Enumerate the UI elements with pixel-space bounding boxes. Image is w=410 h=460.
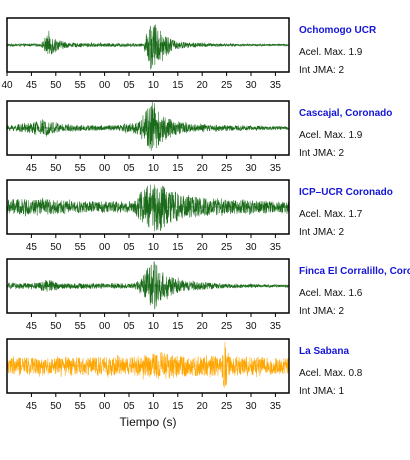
jma-intensity: Int JMA: 2 [299,65,344,76]
x-axis-label: Tiempo (s) [120,415,177,429]
tick-label: 05 [123,163,135,174]
tick-label: 35 [270,321,282,332]
tick-label: 50 [50,401,62,412]
station-name: Finca El Corralillo, Coronado [299,266,410,277]
tick-label: 50 [50,80,62,91]
tick-label: 50 [50,321,62,332]
tick-label: 35 [270,163,282,174]
tick-label: 05 [123,80,135,91]
tick-label: 20 [197,321,209,332]
station-name: La Sabana [299,346,349,357]
tick-label: 05 [123,321,135,332]
tick-label: 30 [245,321,257,332]
waveform-4 [6,261,290,310]
panel-3: 45 50 55 00 05 10 15 20 25 30 35 ICP–UCR Coronado Ac… [6,179,393,253]
tick-label: 45 [26,401,38,412]
tick-label: 30 [245,80,257,91]
tick-label: 50 [50,163,62,174]
tick-label: 05 [123,401,135,412]
panel-2: 45 50 55 00 05 10 15 20 25 30 35 Cascajal, Coronado… [6,100,392,174]
tick-label: 40 [1,80,13,91]
tick-label: 35 [270,401,282,412]
tick-label: 00 [99,163,111,174]
tick-label: 15 [172,321,184,332]
tick-label: 10 [148,80,160,91]
tick-label: 00 [99,401,111,412]
tick-label: 20 [197,163,209,174]
tick-label: 00 [99,80,111,91]
tick-label: 45 [26,321,38,332]
tick-label: 30 [245,401,257,412]
tick-label: 05 [123,242,135,253]
max-acceleration: Acel. Max. 1.9 [299,130,363,141]
tick-label: 35 [270,80,282,91]
tick-label: 50 [50,242,62,253]
tick-label: 00 [99,321,111,332]
frame-1 [6,17,290,73]
tick-label: 10 [148,321,160,332]
tick-label: 15 [172,401,184,412]
tick-label: 25 [221,321,233,332]
tick-label: 20 [197,401,209,412]
tick-label: 20 [197,80,209,91]
tick-label: 35 [270,242,282,253]
tick-label: 45 [26,163,38,174]
waveform-3 [6,184,290,232]
jma-intensity: Int JMA: 2 [299,148,344,159]
frame-4 [6,258,290,314]
tick-label: 25 [221,242,233,253]
tick-label: 10 [148,401,160,412]
tick-label: 25 [221,80,233,91]
tick-label: 15 [172,242,184,253]
jma-intensity: Int JMA: 1 [299,386,344,397]
max-acceleration: Acel. Max. 1.6 [299,288,363,299]
tick-label: 25 [221,163,233,174]
waveform-5 [6,341,290,389]
tick-label: 45 [26,242,38,253]
tick-label: 15 [172,163,184,174]
tick-label: 25 [221,401,233,412]
waveform-2 [6,101,290,151]
tick-label: 30 [245,242,257,253]
tick-label: 20 [197,242,209,253]
tick-label: 00 [99,242,111,253]
panel-1: 40 45 50 55 00 05 10 15 20 25 30 35 Ochomogo UCR Acel… [1,17,377,91]
station-name: Ochomogo UCR [299,25,377,36]
jma-intensity: Int JMA: 2 [299,227,344,238]
tick-label: 45 [26,80,38,91]
frame-5 [6,338,290,394]
max-acceleration: Acel. Max. 0.8 [299,368,363,379]
tick-label: 55 [75,163,87,174]
waveform-1 [6,24,290,70]
tick-label: 55 [75,80,87,91]
max-acceleration: Acel. Max. 1.9 [299,47,363,58]
jma-intensity: Int JMA: 2 [299,306,344,317]
tick-label: 10 [148,163,160,174]
tick-label: 55 [75,242,87,253]
tick-label: 55 [75,401,87,412]
tick-label: 30 [245,163,257,174]
station-name: Cascajal, Coronado [299,108,392,119]
tick-label: 15 [172,80,184,91]
frame-2 [6,100,290,156]
frame-3 [6,179,290,235]
station-name: ICP–UCR Coronado [299,187,393,198]
tick-label: 10 [148,242,160,253]
panel-4: 45 50 55 00 05 10 15 20 25 30 35 Finca El Corralill… [6,258,410,332]
max-acceleration: Acel. Max. 1.7 [299,209,363,220]
tick-label: 55 [75,321,87,332]
panel-5: 45 50 55 00 05 10 15 20 25 30 35 La Sabana Acel. Max… [6,338,363,429]
